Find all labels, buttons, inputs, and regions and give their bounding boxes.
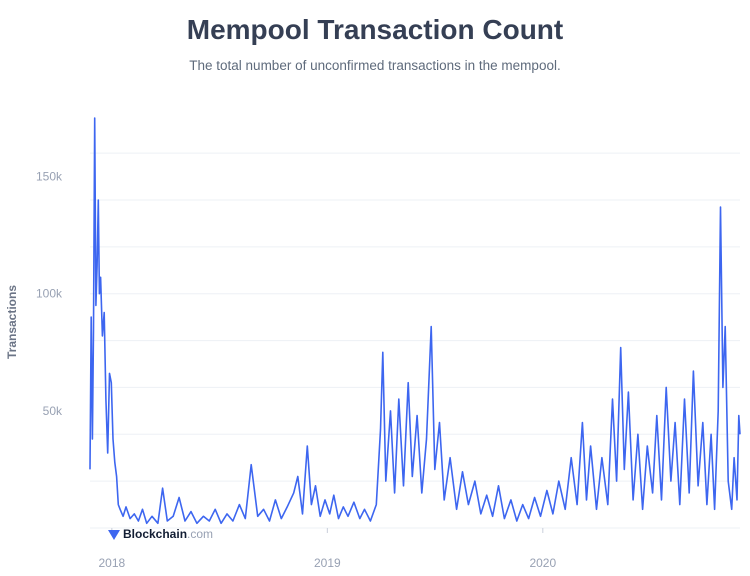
grid-lines bbox=[90, 152, 740, 529]
x-tick-label: 2018 bbox=[98, 556, 125, 570]
chart-subtitle: The total number of unconfirmed transact… bbox=[189, 58, 561, 73]
y-tick-label: 150k bbox=[36, 170, 63, 184]
y-tick-label: 100k bbox=[36, 287, 63, 301]
x-tick-label: 2019 bbox=[314, 556, 341, 570]
brand-name: Blockchain bbox=[123, 527, 188, 541]
blockchain-logo-icon bbox=[108, 529, 120, 540]
x-axis-ticks: 2018 2019 2020 bbox=[98, 528, 556, 570]
chart-title: Mempool Transaction Count bbox=[186, 14, 564, 45]
x-tick-label: 2020 bbox=[529, 556, 556, 570]
brand-suffix: .com bbox=[187, 527, 214, 541]
y-axis-ticks: 50k 100k 150k bbox=[36, 170, 63, 418]
y-axis-label: Transactions bbox=[5, 285, 19, 359]
y-tick-label: 50k bbox=[43, 404, 63, 418]
brand-watermark: Blockchain.com bbox=[108, 527, 213, 541]
series-line bbox=[89, 117, 741, 525]
